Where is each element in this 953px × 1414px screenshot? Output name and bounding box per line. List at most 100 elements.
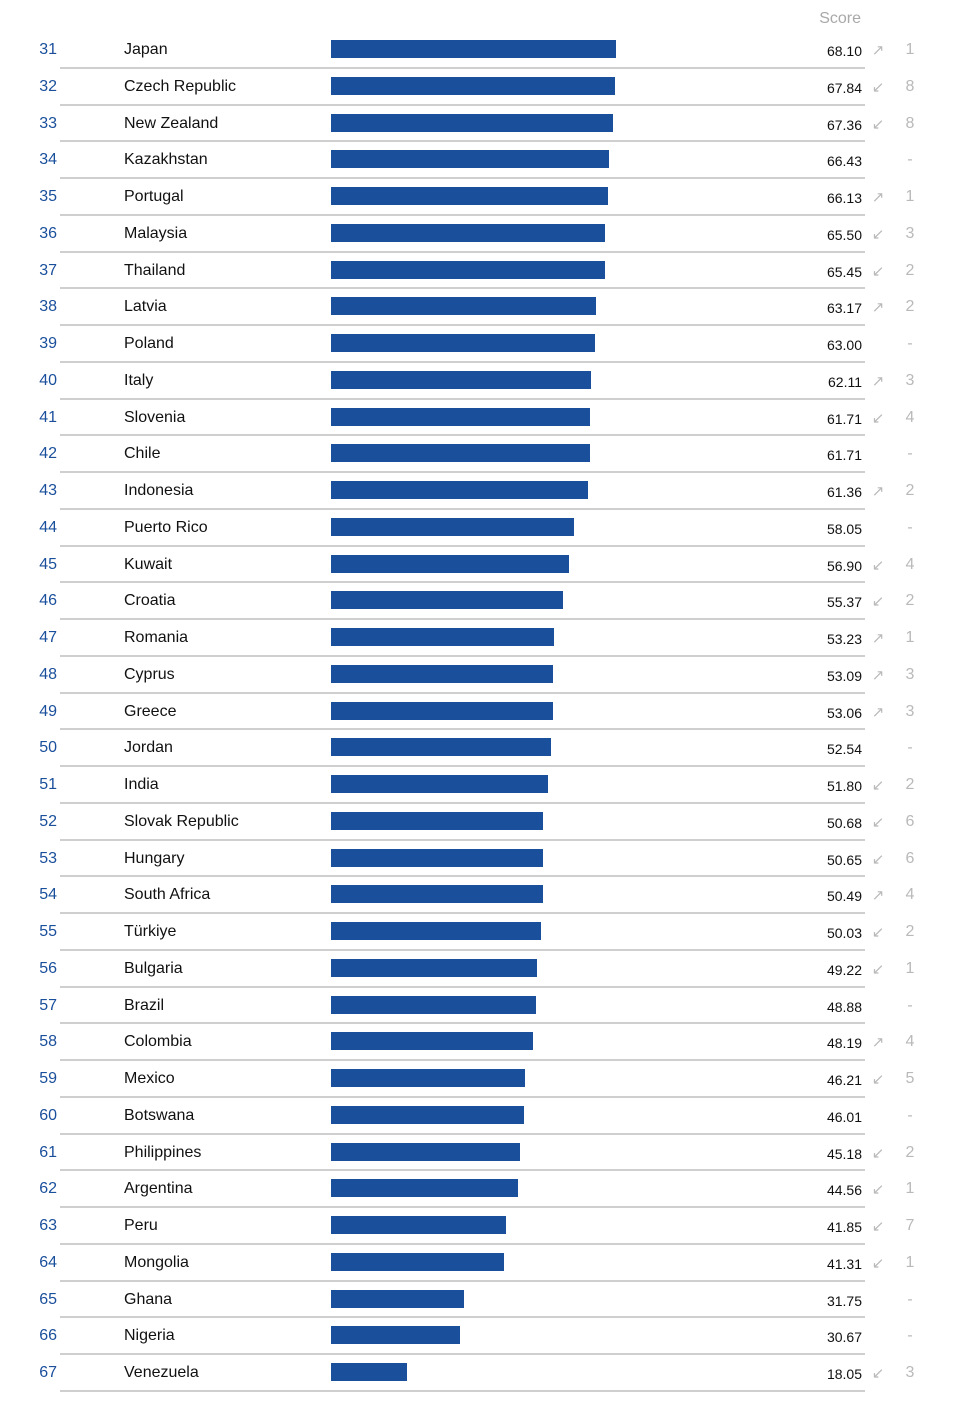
table-row: 31 Japan 68.10 ↗ 1: [0, 32, 953, 69]
table-row: 59 Mexico 46.21 ↙ 5: [0, 1061, 953, 1098]
table-row: 53 Hungary 50.65 ↙ 6: [0, 841, 953, 878]
score-value: 50.68: [826, 814, 862, 831]
score-value: 48.19: [826, 1035, 862, 1052]
row-divider: [60, 1316, 865, 1319]
score-bar: [331, 1363, 407, 1381]
row-divider: [60, 177, 865, 179]
row-divider: [60, 471, 865, 473]
arrow-down-left-icon: ↙: [871, 850, 885, 868]
table-row: 50 Jordan 52.54 -: [0, 730, 953, 767]
rank-change: 2: [905, 1143, 915, 1161]
country-label: Peru: [124, 1217, 158, 1234]
rank-label: 60: [39, 1106, 57, 1124]
rank-label: 64: [39, 1253, 57, 1271]
score-bar: [331, 1179, 518, 1198]
row-divider: [60, 618, 865, 620]
score-bar: [331, 260, 606, 279]
score-bar: [331, 40, 617, 58]
country-label: Italy: [124, 371, 154, 389]
score-bar: [331, 922, 541, 940]
arrow-up-right-icon: ↗: [871, 703, 885, 721]
table-row: 40 Italy 62.11 ↗ 3: [0, 363, 953, 400]
row-divider: [60, 507, 865, 510]
row-divider: [60, 544, 865, 547]
row-divider: [60, 948, 865, 951]
rank-label: 50: [39, 739, 57, 757]
arrow-up-right-icon: ↗: [871, 189, 885, 206]
rank-label: 47: [39, 629, 57, 646]
rank-change: 2: [905, 592, 915, 610]
rank-change: 2: [905, 261, 915, 279]
table-row: 62 Argentina 44.56 ↙ 1: [0, 1171, 953, 1208]
country-label: Bulgaria: [124, 959, 183, 977]
rank-label: 31: [39, 41, 57, 58]
score-bar: [331, 885, 543, 904]
arrow-up-right-icon: ↗: [871, 887, 885, 905]
row-divider: [60, 985, 865, 988]
row-divider: [60, 1095, 865, 1098]
score-bar: [331, 444, 590, 463]
table-row: 55 Türkiye 50.03 ↙ 2: [0, 914, 953, 951]
row-divider: [60, 397, 865, 400]
arrow-down-left-icon: ↙: [871, 1218, 885, 1235]
arrow-down-left-icon: ↙: [871, 225, 885, 243]
table-row: 34 Kazakhstan 66.43 -: [0, 142, 953, 179]
rank-change: -: [907, 739, 913, 757]
score-bar: [331, 591, 563, 610]
arrow-down-left-icon: ↙: [871, 1365, 885, 1382]
table-row: 41 Slovenia 61.71 ↙ 4: [0, 400, 953, 437]
rank-change: 4: [905, 886, 915, 904]
score-value: 63.00: [826, 337, 862, 353]
rank-label: 41: [39, 408, 57, 426]
country-label: Mongolia: [124, 1253, 189, 1271]
score-column-header: Score: [819, 10, 861, 27]
country-label: Japan: [124, 41, 168, 58]
rank-change: 1: [905, 1253, 915, 1271]
rank-change: -: [907, 335, 913, 352]
rank-label: 36: [39, 224, 57, 242]
score-value: 41.85: [826, 1219, 862, 1235]
table-row: 47 Romania 53.23 ↗ 1: [0, 620, 953, 657]
table-row: 58 Colombia 48.19 ↗ 4: [0, 1024, 953, 1061]
table-row: 36 Malaysia 65.50 ↙ 3: [0, 216, 953, 253]
table-row: 42 Chile 61.71 -: [0, 436, 953, 473]
rank-label: 43: [39, 482, 57, 499]
row-divider: [60, 360, 865, 363]
country-label: Nigeria: [124, 1327, 175, 1345]
arrow-up-right-icon: ↗: [871, 42, 885, 59]
arrow-up-right-icon: ↗: [871, 483, 885, 500]
rank-label: 39: [39, 335, 57, 352]
table-row: 37 Thailand 65.45 ↙ 2: [0, 253, 953, 290]
row-divider: [60, 875, 865, 878]
country-label: Poland: [124, 335, 174, 352]
rank-label: 57: [39, 996, 57, 1014]
country-label: Mexico: [124, 1070, 175, 1087]
rank-label: 49: [39, 702, 57, 720]
rank-label: 37: [39, 261, 57, 279]
row-divider: [60, 434, 865, 437]
rank-label: 63: [39, 1217, 57, 1234]
rank-label: 32: [39, 77, 57, 95]
row-divider: [60, 1389, 865, 1392]
arrow-down-left-icon: ↙: [871, 262, 885, 280]
arrow-up-right-icon: ↗: [871, 630, 885, 647]
table-row: 44 Puerto Rico 58.05 -: [0, 510, 953, 547]
rank-change: 1: [905, 1180, 915, 1198]
score-value: 50.65: [826, 851, 862, 868]
country-label: Jordan: [124, 739, 173, 757]
rank-label: 66: [39, 1327, 57, 1345]
rank-label: 54: [39, 886, 57, 904]
score-bar: [331, 370, 592, 389]
arrow-down-left-icon: ↙: [871, 924, 885, 941]
score-bar: [331, 223, 606, 242]
row-divider: [60, 324, 865, 326]
score-bar: [331, 1252, 505, 1271]
row-divider: [60, 213, 865, 216]
country-label: Malaysia: [124, 224, 188, 242]
table-row: 32 Czech Republic 67.84 ↙ 8: [0, 69, 953, 106]
rank-change: 1: [905, 629, 915, 646]
score-bar: [331, 76, 616, 95]
score-bar: [331, 1326, 460, 1345]
country-label: Romania: [124, 629, 189, 646]
score-value: 53.23: [826, 631, 862, 647]
